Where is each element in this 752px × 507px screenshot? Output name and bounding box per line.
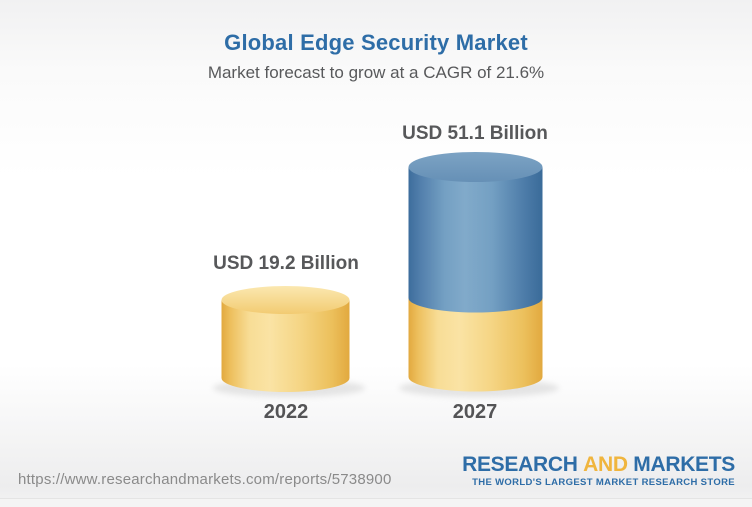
logo-word-research: RESEARCH [462,453,578,476]
page-title: Global Edge Security Market [224,30,528,55]
category-label-2022: 2022 [263,401,309,423]
category-label-2027: 2027 [452,401,498,423]
bar-2027-growth-segment [408,167,543,313]
bottom-edge-strip [0,498,752,507]
bar-2022-body [221,300,350,393]
bar-2027-base-segment [408,298,543,392]
bar-2022-top-cap [221,286,350,314]
research-and-markets-logo: RESEARCH AND MARKETS THE WORLD'S LARGEST… [462,454,735,488]
value-label-2022: USD 19.2 Billion [213,253,359,274]
logo-word-and: AND [583,453,628,476]
page-subtitle: Market forecast to grow at a CAGR of 21.… [207,63,545,82]
logo-tagline: THE WORLD'S LARGEST MARKET RESEARCH STOR… [472,477,735,488]
bar-2027-top-cap [408,152,543,182]
value-label-2027: USD 51.1 Billion [402,123,548,144]
report-url: https://www.researchandmarkets.com/repor… [18,471,392,488]
logo-word-markets: MARKETS [633,453,735,476]
logo-wordmark: RESEARCH AND MARKETS [462,454,735,475]
